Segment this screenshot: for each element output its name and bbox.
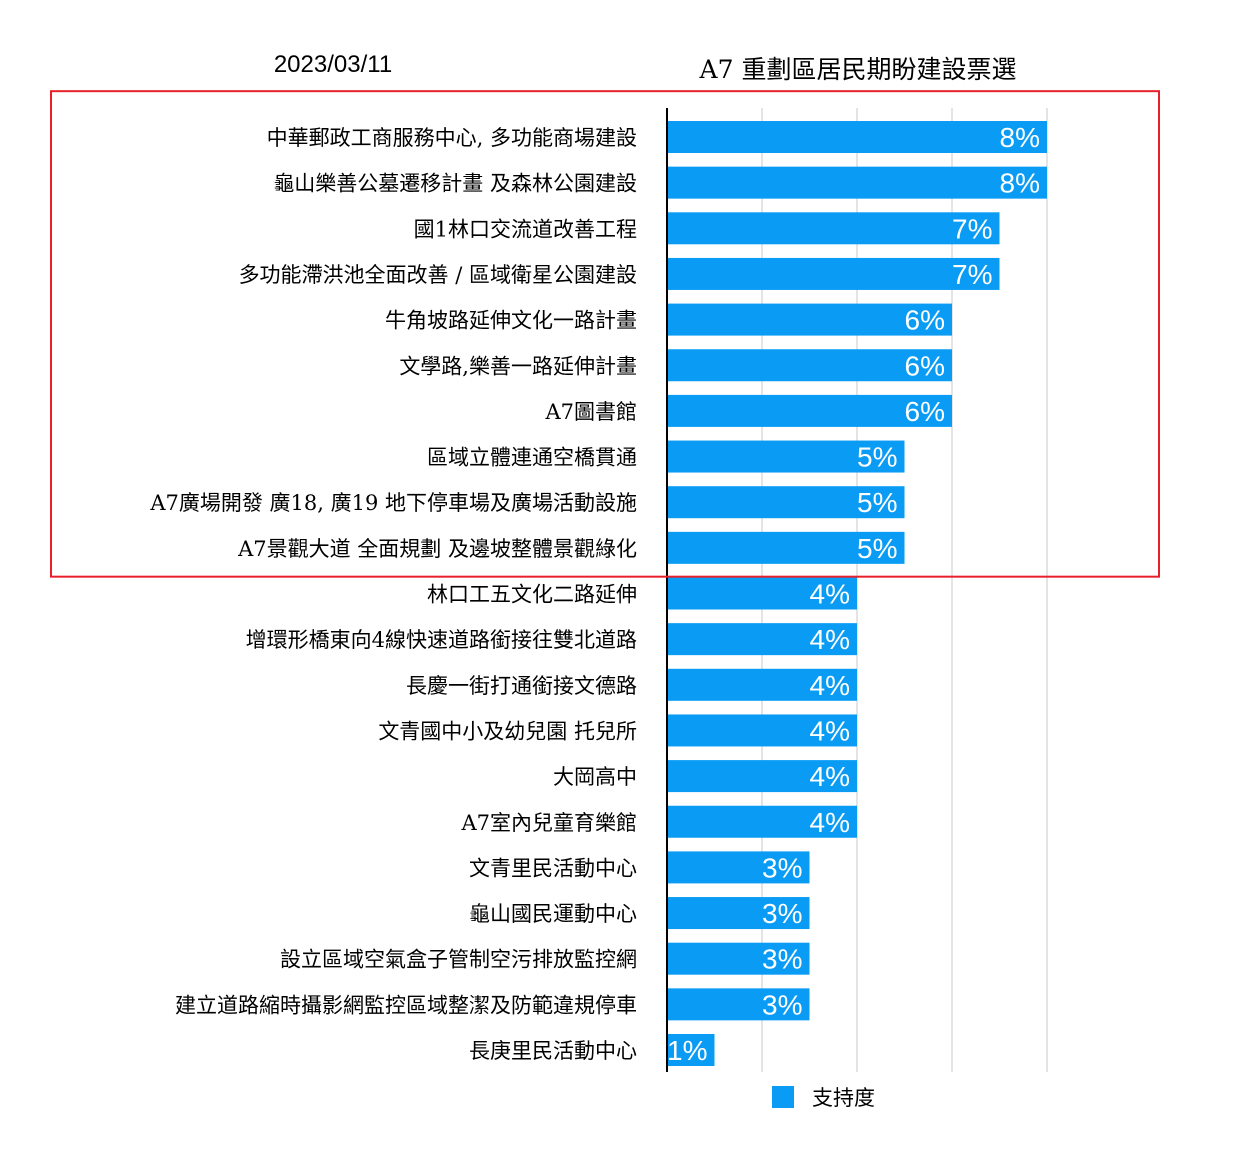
chart-date: 2023/03/11 [274, 51, 392, 78]
category-label: 文學路,樂善一路延伸計畫 [399, 354, 637, 378]
bar [667, 349, 952, 382]
category-label: 多功能滯洪池全面改善 / 區域衛星公園建設 [239, 263, 637, 287]
bar [667, 166, 1047, 199]
bar [667, 257, 1000, 290]
value-label: 4% [810, 624, 850, 655]
value-label: 4% [810, 715, 850, 746]
value-label: 4% [810, 807, 850, 838]
value-label: 7% [952, 259, 992, 290]
category-label: 國1林口交流道改善工程 [414, 217, 637, 241]
bar [667, 714, 857, 747]
value-label: 6% [905, 350, 945, 381]
value-label: 3% [762, 852, 802, 883]
legend: 支持度 [772, 1086, 875, 1110]
category-label: 建立道路縮時攝影網監控區域整潔及防範違規停車 [175, 993, 637, 1017]
category-label: A7廣場開發 廣18, 廣19 地下停車場及廣場活動設施 [149, 491, 637, 515]
value-label: 4% [810, 579, 850, 610]
bar [667, 897, 810, 930]
bar [667, 121, 1047, 153]
value-label: 8% [1000, 168, 1040, 199]
category-label: A7圖書館 [544, 400, 637, 424]
value-label: 7% [952, 213, 992, 244]
category-label: A7室內兒童育樂館 [460, 811, 637, 835]
value-label: 5% [857, 487, 897, 518]
bar [667, 805, 857, 838]
bar [667, 942, 810, 975]
bar [667, 760, 857, 793]
category-label: 龜山國民運動中心 [469, 902, 637, 926]
category-label: 設立區域空氣盒子管制空污排放監控網 [280, 948, 637, 972]
bar [667, 623, 857, 656]
value-label: 5% [857, 442, 897, 473]
bar [667, 577, 857, 610]
bar [667, 486, 905, 519]
highlight-box [50, 90, 1160, 578]
bar [667, 212, 1000, 245]
category-label: 長慶一街打通銜接文德路 [406, 674, 637, 698]
bar [667, 394, 952, 427]
value-label: 5% [857, 533, 897, 564]
value-label: 3% [762, 989, 802, 1020]
value-label: 6% [905, 396, 945, 427]
category-label: 龜山樂善公墓遷移計畫 及森林公園建設 [273, 172, 637, 196]
category-label: A7景觀大道 全面規劃 及邊坡整體景觀綠化 [237, 537, 637, 561]
value-label: 4% [810, 670, 850, 701]
legend-label: 支持度 [812, 1086, 875, 1110]
category-label: 長庚里民活動中心 [469, 1039, 637, 1063]
bar [667, 303, 952, 336]
bar [667, 1034, 715, 1066]
bar-group [667, 121, 1047, 1066]
category-label: 區域立體連通空橋貫通 [427, 446, 637, 470]
value-label: 3% [762, 944, 802, 975]
category-label: 增環形橋東向4線快速道路銜接往雙北道路 [246, 628, 637, 652]
category-label: 牛角坡路延伸文化一路計畫 [385, 309, 637, 333]
legend-swatch [772, 1086, 794, 1108]
value-label: 3% [762, 898, 802, 929]
chart-title: A7 重劃區居民期盼建設票選 [699, 55, 1017, 84]
category-label: 大岡高中 [553, 765, 637, 789]
category-label: 林口工五文化二路延伸 [427, 583, 637, 607]
value-label: 8% [1000, 122, 1040, 153]
bar [667, 988, 810, 1021]
value-label: 1% [667, 1035, 707, 1066]
category-label: 中華郵政工商服務中心, 多功能商場建設 [267, 126, 637, 150]
value-label: 4% [810, 761, 850, 792]
value-labels: 8%8%7%7%6%6%6%5%5%5%4%4%4%4%4%4%3%3%3%3%… [667, 122, 1040, 1066]
value-label: 6% [905, 305, 945, 336]
bar [667, 668, 857, 701]
category-label: 文青國中小及幼兒園 托兒所 [378, 719, 637, 743]
bar [667, 851, 810, 884]
bar [667, 440, 905, 473]
bar [667, 531, 905, 564]
category-label: 文青里民活動中心 [469, 856, 637, 880]
